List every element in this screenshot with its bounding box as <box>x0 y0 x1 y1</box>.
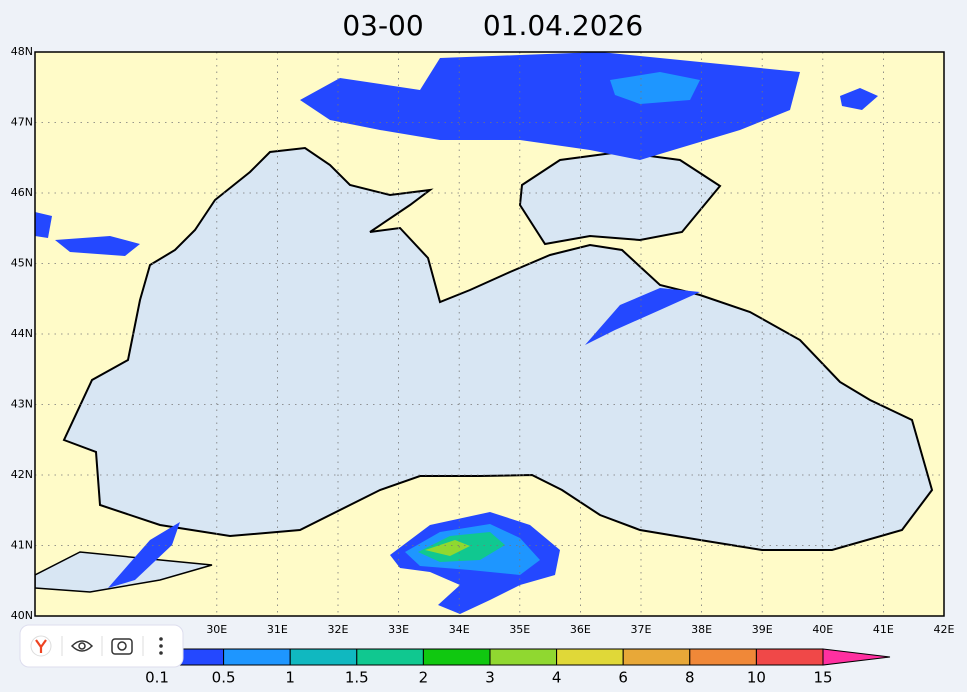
precip-area <box>55 236 140 256</box>
black-sea <box>62 146 934 551</box>
lon-tick-label: 38E <box>691 623 712 636</box>
legend-swatch <box>356 648 424 666</box>
camera-icon[interactable] <box>111 638 133 655</box>
lon-tick-label: 30E <box>206 623 227 636</box>
lat-tick-label: 42N <box>11 468 33 481</box>
precip-area <box>610 72 700 104</box>
lat-tick-label: 47N <box>11 116 33 129</box>
lon-tick-label: 31E <box>267 623 288 636</box>
map-frame <box>34 51 945 617</box>
lat-tick-label: 44N <box>11 327 33 340</box>
legend-swatch <box>556 648 624 666</box>
eye-pupil <box>78 642 86 650</box>
browser-logo <box>35 639 47 653</box>
legend-swatch <box>223 648 291 666</box>
lon-tick-label: 34E <box>449 623 470 636</box>
lat-tick-label: 43N <box>11 398 33 411</box>
lat-tick-label: 40N <box>11 609 33 622</box>
map-title: 03-00 <box>342 9 423 42</box>
legend-swatch <box>422 648 491 666</box>
sea-of-azov <box>518 150 722 246</box>
legend-swatch <box>622 648 691 666</box>
legend-level-label: 6 <box>618 669 628 687</box>
legend-level-label: 0.5 <box>212 669 236 687</box>
lat-tick-label: 45N <box>11 257 33 270</box>
legend-swatch <box>289 648 358 666</box>
legend-level-label: 2 <box>419 669 429 687</box>
precip-area <box>425 540 470 556</box>
legend-level-label: 1.5 <box>345 669 369 687</box>
lon-tick-label: 32E <box>328 623 349 636</box>
legend-level-label: 3 <box>485 669 495 687</box>
legend-swatch <box>689 648 757 666</box>
lon-tick-label: 42E <box>934 623 955 636</box>
lon-tick-label: 39E <box>752 623 773 636</box>
legend-level-label: 8 <box>685 669 695 687</box>
legend-swatch <box>489 648 558 666</box>
menu-icon[interactable] <box>159 637 163 655</box>
map-date: 01.04.2026 <box>483 9 643 42</box>
precip-area <box>108 522 180 588</box>
precip-area <box>840 88 878 110</box>
precip-area <box>585 288 700 345</box>
toolbar[interactable] <box>19 624 184 668</box>
lon-tick-label: 35E <box>509 623 530 636</box>
lat-tick-label: 46N <box>11 186 33 199</box>
camera-lens <box>117 641 127 651</box>
lon-tick-label: 41E <box>873 623 894 636</box>
lon-tick-label: 36E <box>570 623 591 636</box>
lon-tick-label: 37E <box>631 623 652 636</box>
legend-level-label: 0.1 <box>145 669 169 687</box>
lat-tick-label: 41N <box>11 539 33 552</box>
eye-icon[interactable] <box>70 640 94 652</box>
precip-area <box>35 212 52 238</box>
legend-arrow <box>822 648 891 666</box>
lon-tick-label: 33E <box>388 623 409 636</box>
lat-tick-label: 48N <box>11 45 33 58</box>
legend-swatch <box>755 648 824 666</box>
lon-tick-label: 40E <box>812 623 833 636</box>
map-area <box>35 52 944 616</box>
legend-level-label: 15 <box>813 669 832 687</box>
legend-level-label: 1 <box>285 669 295 687</box>
legend-level-label: 4 <box>552 669 562 687</box>
legend-level-label: 10 <box>747 669 766 687</box>
